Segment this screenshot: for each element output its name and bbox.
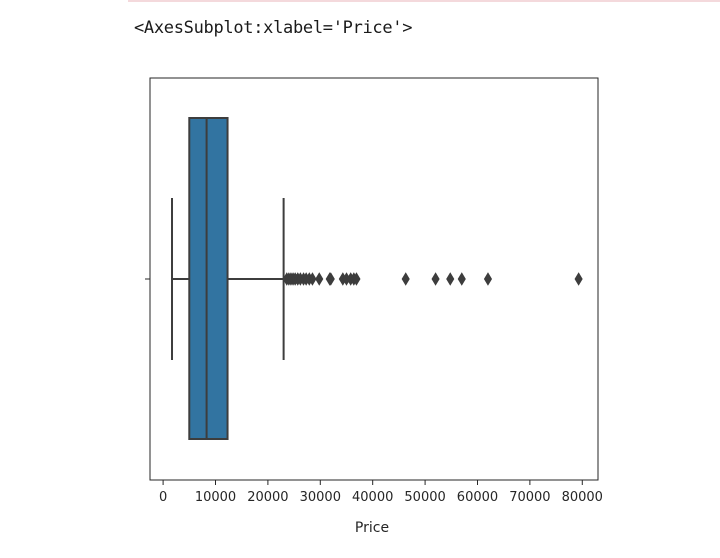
x-tick-label: 50000 bbox=[404, 490, 445, 505]
x-tick-label: 80000 bbox=[562, 490, 603, 505]
outlier-point bbox=[308, 272, 317, 286]
outlier-point bbox=[483, 272, 493, 286]
x-tick-label: 40000 bbox=[352, 490, 393, 505]
cell-output-text: <AxesSubplot:xlabel='Price'> bbox=[134, 18, 413, 38]
x-axis-label: Price bbox=[355, 520, 389, 536]
x-tick-label: 20000 bbox=[247, 490, 288, 505]
box-group bbox=[171, 117, 285, 440]
cell-divider bbox=[128, 0, 720, 2]
x-tick-label: 60000 bbox=[457, 490, 498, 505]
outlier-group bbox=[282, 272, 583, 286]
outlier-point bbox=[431, 272, 440, 286]
outlier-point bbox=[457, 272, 466, 286]
iqr-box bbox=[188, 117, 229, 440]
x-axis-ticks: 0 10000 20000 30000 40000 50000 60000 70000 8000… bbox=[159, 480, 603, 505]
x-tick-label: 70000 bbox=[509, 490, 550, 505]
outlier-point bbox=[574, 272, 583, 286]
outlier-point bbox=[352, 272, 361, 286]
outlier-point bbox=[446, 272, 455, 286]
outlier-point bbox=[315, 272, 324, 286]
x-tick-label: 10000 bbox=[195, 490, 236, 505]
outlier-point bbox=[401, 272, 410, 286]
outlier-point bbox=[326, 272, 335, 286]
x-tick-label: 30000 bbox=[300, 490, 341, 505]
x-tick-label: 0 bbox=[159, 490, 167, 505]
